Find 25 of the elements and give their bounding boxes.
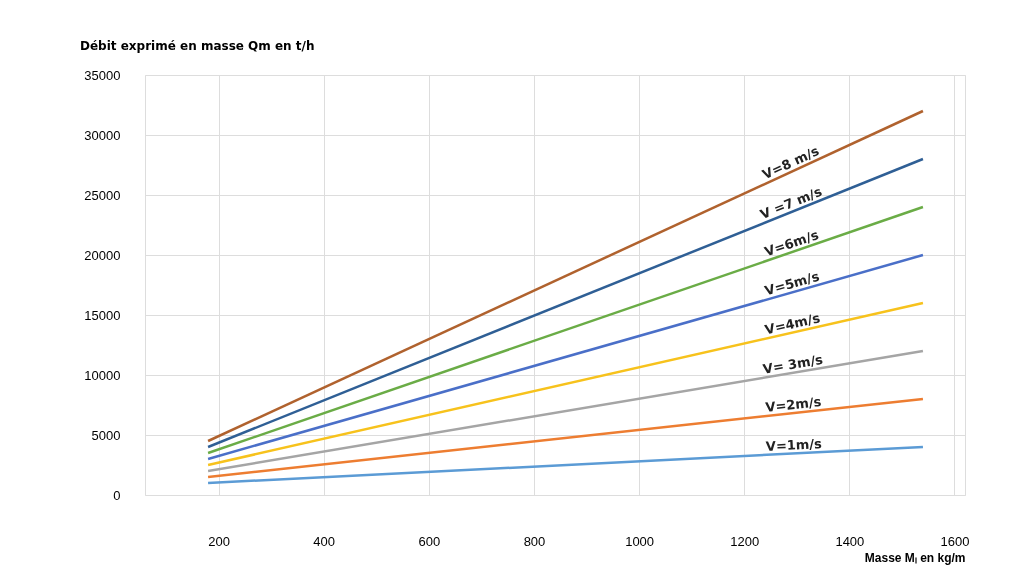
y-tick-label: 20000 [84,247,121,263]
y-tick-label: 30000 [84,127,121,143]
text: V=8 m/s [760,143,822,183]
x-tick-label: 400 [313,533,336,549]
text: V=5m/s [762,268,822,299]
x-axis-title: Masse Mₗ en kg/m [864,550,966,565]
text: V=2m/s [764,394,823,416]
x-tick-label: 1000 [625,533,655,549]
x-tick-label: 1400 [835,533,865,549]
x-tick-label: 800 [523,533,546,549]
y-tick-label: 35000 [84,67,121,83]
y-tick-label: 10000 [84,367,121,383]
y-tick-label: 5000 [91,427,121,443]
text: V =7 m/s [758,183,825,223]
y-tick-label: 0 [113,487,121,503]
x-tick-label: 1600 [940,533,970,549]
text: V= 3m/s [761,351,825,377]
series-label: V=1m/s [765,436,823,454]
y-tick-label: 15000 [84,307,121,323]
text: V=4m/s [763,310,822,338]
x-tick-label: 1200 [730,533,760,549]
y-tick-label: 25000 [84,187,121,203]
x-tick-label: 600 [418,533,441,549]
x-tick-label: 200 [208,533,230,549]
y-axis-title: Débit exprimé en masse Qm en t/h [80,39,315,53]
